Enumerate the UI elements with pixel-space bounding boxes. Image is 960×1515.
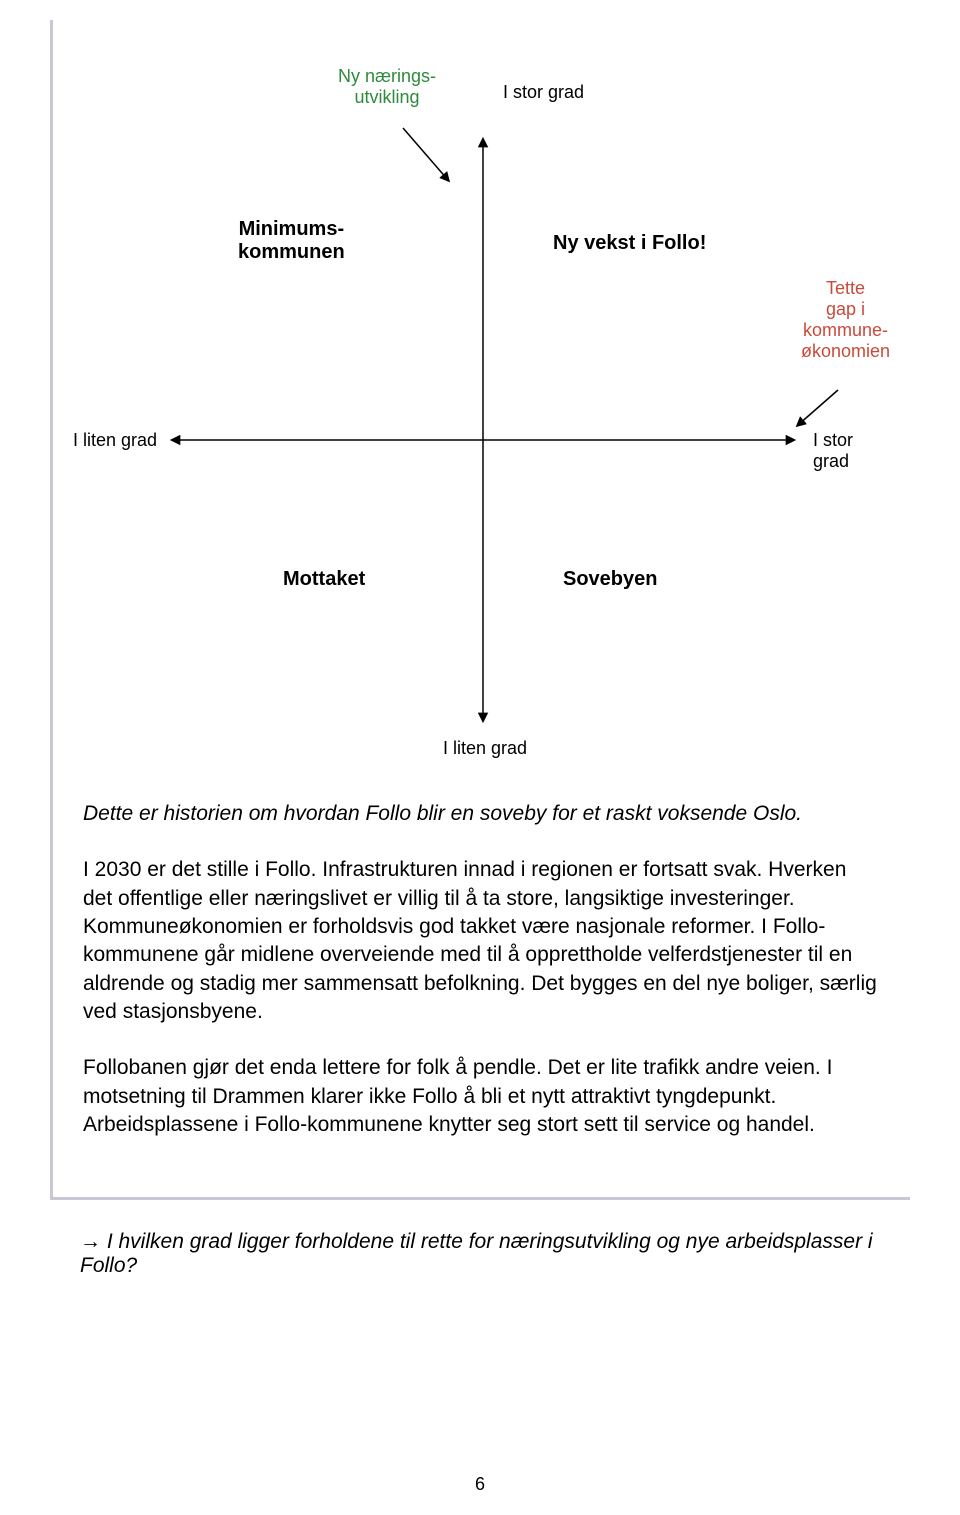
axis-label-left: I liten grad (73, 430, 157, 451)
quadrant-q2-line2: kommunen (238, 241, 345, 263)
axis-label-bottom: I liten grad (443, 738, 527, 759)
annotation-green-line1: Ny nærings- (338, 66, 436, 86)
axis-label-right: I stor grad (813, 430, 883, 472)
paragraph-3: Follobanen gjør det enda lettere for fol… (83, 1054, 880, 1139)
annot-arrow-top-left (403, 128, 448, 180)
diagram-svg (83, 20, 883, 780)
annotation-red: Tette gap i kommune- økonomien (801, 278, 890, 362)
quadrant-q2-line1: Minimums- (239, 218, 345, 240)
quadrant-q2-label: Minimums- kommunen (238, 218, 345, 264)
annot-arrow-right (798, 390, 838, 425)
page: I stor grad I liten grad I liten grad I … (0, 0, 960, 1515)
quadrant-q4-label: Sovebyen (563, 568, 657, 591)
quadrant-diagram: I stor grad I liten grad I liten grad I … (83, 20, 883, 780)
paragraph-1-italic: Dette er historien om hvordan Follo blir… (83, 802, 802, 825)
outside-question: → I hvilken grad ligger forholdene til r… (80, 1230, 880, 1278)
body-text: Dette er historien om hvordan Follo blir… (83, 800, 880, 1139)
content-box: I stor grad I liten grad I liten grad I … (50, 20, 910, 1200)
annotation-green-line2: utvikling (355, 87, 420, 107)
page-number: 6 (0, 1474, 960, 1495)
quadrant-q1-label: Ny vekst i Follo! (553, 232, 706, 255)
paragraph-2: I 2030 er det stille i Follo. Infrastruk… (83, 856, 880, 1026)
axis-label-top: I stor grad (503, 82, 584, 103)
annotation-red-line2: gap i (826, 299, 865, 319)
annotation-red-line1: Tette (826, 278, 865, 298)
annotation-green: Ny nærings- utvikling (338, 66, 436, 108)
annotation-red-line3: kommune- (803, 320, 888, 340)
paragraph-1: Dette er historien om hvordan Follo blir… (83, 800, 880, 828)
quadrant-q3-label: Mottaket (283, 568, 365, 591)
annotation-red-line4: økonomien (801, 341, 890, 361)
